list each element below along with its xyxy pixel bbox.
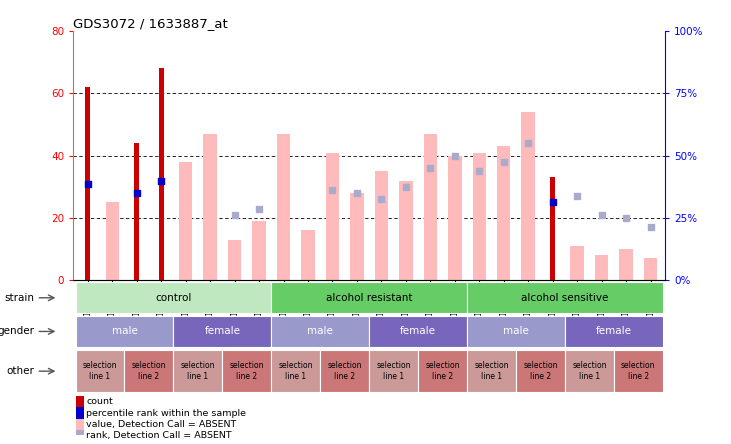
Point [351,190,363,197]
Bar [124,350,173,392]
Text: selection
line 2: selection line 2 [523,361,558,381]
Bar [399,181,412,280]
Text: selection
line 1: selection line 1 [181,361,215,381]
Bar [326,153,339,280]
Bar [472,153,486,280]
Bar [521,112,535,280]
Point [645,224,656,231]
Bar [76,396,84,408]
Point [596,211,607,218]
Point [449,152,461,159]
Bar [369,316,467,347]
Point [229,211,240,218]
Text: selection
line 1: selection line 1 [572,361,607,381]
Point [376,196,387,203]
Text: female: female [596,326,632,337]
Text: strain: strain [4,293,34,303]
Bar [301,230,315,280]
Point [572,193,583,200]
Bar [644,258,657,280]
Bar [497,147,510,280]
Point [523,140,534,147]
Text: percentile rank within the sample: percentile rank within the sample [86,409,246,418]
Bar [467,282,663,313]
Bar [565,350,614,392]
Text: male: male [503,326,529,337]
Bar [179,162,192,280]
Bar [350,193,363,280]
Bar [565,316,663,347]
Bar [228,240,241,280]
Point [498,159,510,166]
Bar [75,316,173,347]
Bar [75,350,124,392]
Bar [159,68,164,280]
Bar [467,316,565,347]
Bar [619,249,633,280]
Bar [76,430,84,442]
Bar [173,316,271,347]
Text: gender: gender [0,326,34,337]
Text: selection
line 1: selection line 1 [83,361,117,381]
Bar [173,350,222,392]
Text: alcohol resistant: alcohol resistant [326,293,412,303]
Point [327,186,338,194]
Bar [277,134,290,280]
Bar [76,419,84,431]
Text: selection
line 1: selection line 1 [376,361,411,381]
Bar [369,350,418,392]
Bar [516,350,565,392]
Text: male: male [112,326,137,337]
Text: selection
line 1: selection line 1 [474,361,509,381]
Text: female: female [205,326,240,337]
Point [131,190,143,197]
Bar [375,171,388,280]
Bar [467,350,516,392]
Bar [203,134,217,280]
Point [155,177,167,184]
Text: selection
line 2: selection line 2 [621,361,656,381]
Text: selection
line 2: selection line 2 [230,361,264,381]
Bar [75,282,271,313]
Text: control: control [155,293,192,303]
Point [547,199,558,206]
Bar [320,350,369,392]
Bar [86,87,91,280]
Point [425,165,436,172]
Text: female: female [400,326,436,337]
Text: value, Detection Call = ABSENT: value, Detection Call = ABSENT [86,420,236,429]
Bar [271,350,320,392]
Bar [418,350,467,392]
Bar [252,221,266,280]
Text: selection
line 2: selection line 2 [327,361,362,381]
Bar [448,156,461,280]
Text: count: count [86,397,113,407]
Text: alcohol sensitive: alcohol sensitive [521,293,609,303]
Text: other: other [7,366,34,376]
Bar [550,178,556,280]
Point [82,180,94,187]
Text: rank, Detection Call = ABSENT: rank, Detection Call = ABSENT [86,432,232,440]
Bar [222,350,271,392]
Text: selection
line 2: selection line 2 [132,361,166,381]
Text: selection
line 1: selection line 1 [279,361,313,381]
Bar [595,255,608,280]
Bar [570,246,584,280]
Bar [105,202,119,280]
Bar [271,282,467,313]
Bar [614,350,663,392]
Bar [76,407,84,420]
Bar [135,143,140,280]
Point [400,183,412,190]
Text: selection
line 2: selection line 2 [425,361,460,381]
Text: male: male [307,326,333,337]
Point [253,205,265,212]
Point [474,168,485,175]
Point [620,214,632,222]
Bar [423,134,437,280]
Bar [271,316,369,347]
Text: GDS3072 / 1633887_at: GDS3072 / 1633887_at [73,17,228,30]
